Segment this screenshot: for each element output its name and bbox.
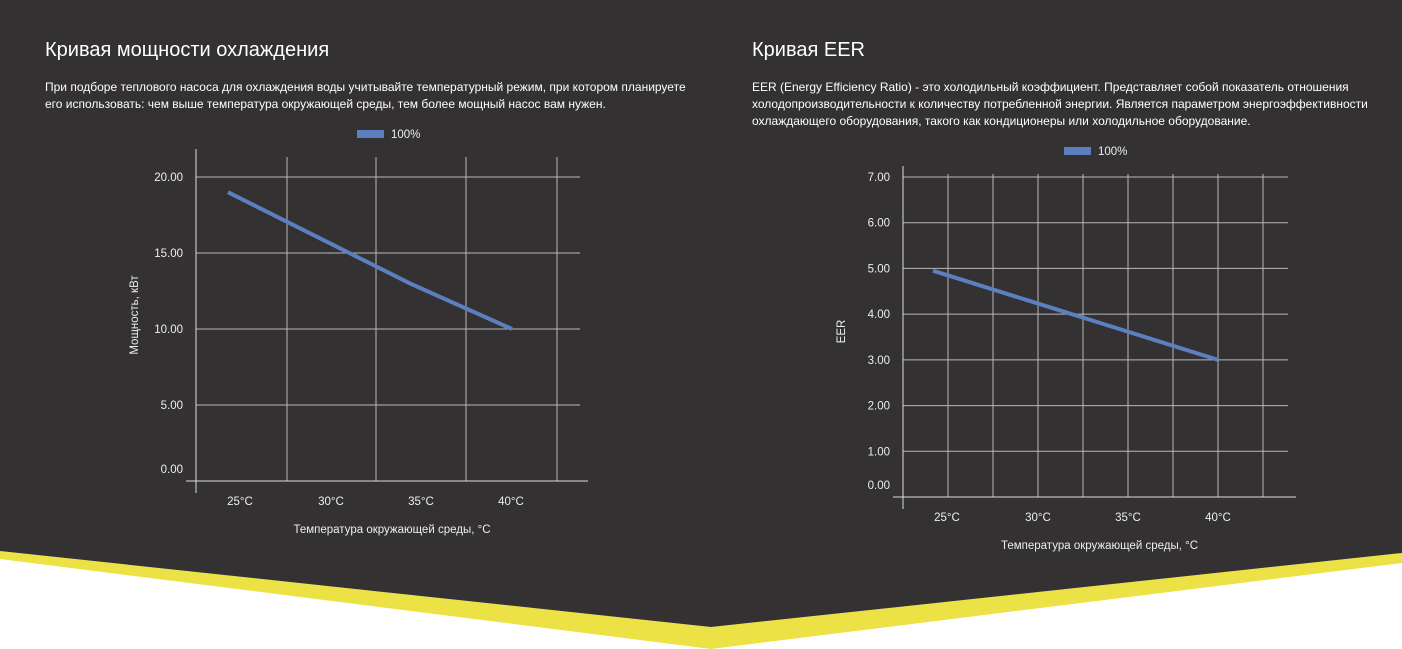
x-tick-label: 25°C xyxy=(934,512,960,524)
y-tick-label: 5.00 xyxy=(161,400,183,412)
y-axis-title: EER xyxy=(836,320,848,344)
legend-swatch xyxy=(1064,147,1091,155)
y-tick-label: 2.00 xyxy=(868,401,890,413)
x-tick-label: 40°C xyxy=(498,496,524,508)
x-tick-label: 35°C xyxy=(408,496,434,508)
y-tick-label: 0.00 xyxy=(868,480,890,492)
x-tick-label: 30°C xyxy=(1025,512,1051,524)
y-tick-label: 0.00 xyxy=(161,464,183,476)
x-tick-label: 35°C xyxy=(1115,512,1141,524)
y-tick-label: 3.00 xyxy=(868,355,890,367)
legend-label: 100% xyxy=(391,129,420,141)
series-line xyxy=(932,268,1219,362)
section-description: EER (Energy Efficiency Ratio) - это холо… xyxy=(752,80,1368,128)
x-axis-title: Температура окружающей среды, °C xyxy=(293,524,490,536)
dark-panel xyxy=(0,0,1402,627)
section-description: При подборе теплового насоса для охлажде… xyxy=(45,80,686,111)
section-title: Кривая EER xyxy=(752,39,865,61)
section-title: Кривая мощности охлаждения xyxy=(45,39,330,61)
series-line xyxy=(227,190,513,331)
y-tick-label: 5.00 xyxy=(868,263,890,275)
y-tick-label: 20.00 xyxy=(154,172,183,184)
yellow-chevron-stripe xyxy=(0,551,1402,649)
y-tick-label: 6.00 xyxy=(868,218,890,230)
x-tick-label: 40°C xyxy=(1205,512,1231,524)
y-tick-label: 7.00 xyxy=(868,172,890,184)
x-tick-label: 30°C xyxy=(318,496,344,508)
x-axis-title: Температура окружающей среды, °C xyxy=(1001,540,1198,552)
y-tick-label: 1.00 xyxy=(868,446,890,458)
y-axis-title: Мощность, кВт xyxy=(129,275,141,355)
legend-label: 100% xyxy=(1098,146,1127,158)
y-tick-label: 4.00 xyxy=(868,309,890,321)
eer-section: Кривая EER EER (Energy Efficiency Ratio)… xyxy=(752,38,1372,130)
legend-swatch xyxy=(357,130,384,138)
y-tick-label: 15.00 xyxy=(154,248,183,260)
x-tick-label: 25°C xyxy=(227,496,253,508)
y-tick-label: 10.00 xyxy=(154,324,183,336)
cooling-power-section: Кривая мощности охлаждения При подборе т… xyxy=(45,38,695,113)
